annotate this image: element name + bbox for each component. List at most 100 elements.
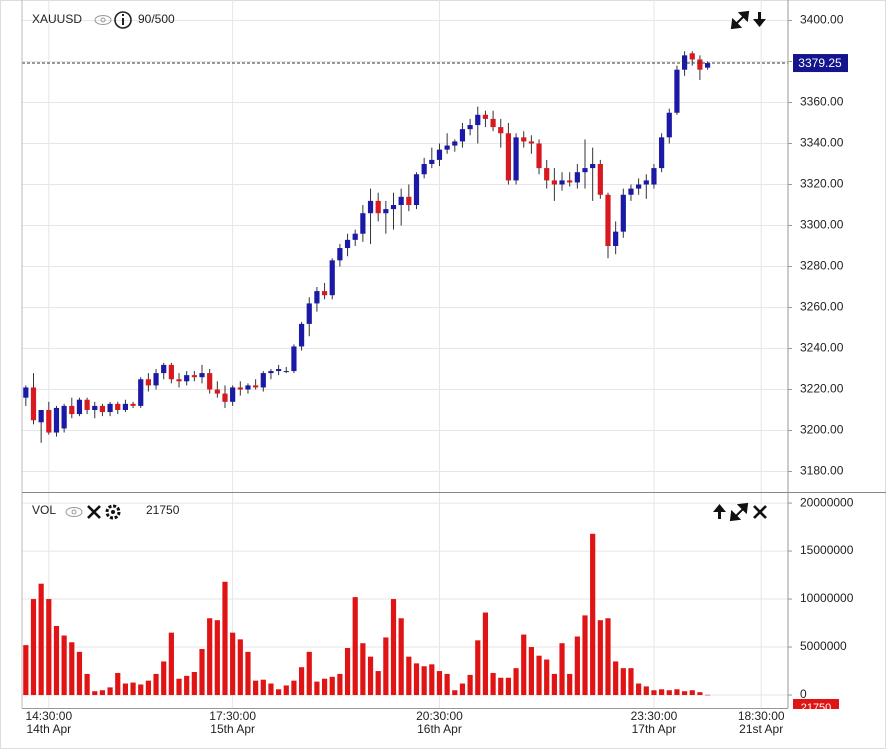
candle-body [467,125,473,130]
candle-body [551,180,557,185]
volume-bar [697,692,703,696]
volume-bar [574,636,580,696]
candle-body [536,143,542,169]
volume-bar [605,618,611,696]
volume-bar [53,625,60,696]
close-icon[interactable] [87,505,101,519]
candle-body [475,114,481,126]
volume-bar [413,663,420,696]
volume-bar [153,673,159,696]
volume-bar [130,682,136,696]
volume-bar [467,674,473,696]
candle-body [145,379,151,386]
volume-bar [559,643,565,696]
candle-body [521,137,527,142]
candle-body [84,399,90,410]
candle-body [321,291,328,296]
volume-bar [367,656,374,696]
candle-body [46,410,52,433]
volume-bar [184,675,190,696]
volume-current: 21750 [146,503,180,517]
candle-body [490,118,496,128]
volume-bar [521,634,527,696]
y-tick-label: 3260.00 [800,300,844,314]
candle-body [406,196,412,205]
candle-body [344,239,351,249]
candle-body [207,373,213,390]
last-price-label: 3379.25 [798,56,842,70]
volume-bar [76,651,83,696]
candle-body [704,63,711,68]
candle-body [153,373,159,386]
y-tick-label: 3200.00 [800,423,844,437]
volume-bar [482,612,489,696]
y-tick-label: 3360.00 [800,95,844,109]
candle-body [107,403,113,413]
last-volume-label: 21750 [801,702,832,714]
volume-bar [230,632,236,696]
candle-body [38,410,44,423]
volume-bar [643,686,649,696]
candle-body [130,403,136,406]
volume-bar [666,690,672,696]
candle-body [390,205,397,210]
candle-body [567,180,573,183]
candle-body [23,387,29,398]
candle-body [138,379,144,406]
move-down-icon[interactable] [753,12,766,27]
info-icon[interactable] [114,11,132,29]
y-tick-label: 3180.00 [800,464,844,478]
volume-bar [613,661,619,696]
eye-icon[interactable] [65,507,83,517]
candle-body [383,209,389,214]
y-tick-label: 3400.00 [800,13,844,27]
candle-body [628,188,634,195]
move-up-icon[interactable] [713,504,726,519]
candle-body [245,385,251,390]
volume-bar [176,678,182,696]
x-tick-label: 18:30:00 [738,709,785,723]
volume-bar [222,581,228,696]
volume-bar [337,673,343,696]
candle-body [76,399,83,415]
volume-bar [168,632,174,696]
close-icon[interactable] [753,505,767,519]
volume-bar [628,668,634,696]
x-date-label: 16th Apr [417,722,462,736]
volume-bar [567,673,573,696]
volume-bar [199,648,205,696]
volume-bar [306,651,312,696]
volume-bar [452,690,458,696]
candle-body [237,387,243,390]
x-tick-label: 17:30:00 [209,709,256,723]
volume-bar [107,687,113,696]
volume-bar [674,689,680,696]
candle-body [636,184,642,189]
candle-body [367,200,374,214]
volume-bar [23,645,29,696]
volume-bar [528,647,534,696]
settings-icon[interactable] [105,504,121,520]
volume-bar [551,673,557,696]
volume-bar [406,656,412,696]
expand-icon[interactable] [729,502,749,522]
y-tick-label: 0 [800,687,807,701]
volume-bar [459,683,466,696]
volume-bar [69,642,75,696]
candle-body [360,213,366,234]
eye-icon[interactable] [94,15,112,25]
candle-body [92,405,98,410]
candle-body [643,180,649,185]
candle-body [337,248,343,261]
candle-body [122,403,129,410]
candle-body [582,168,588,173]
candle-body [230,387,236,402]
volume-bar [61,635,67,696]
x-tick-label: 20:30:00 [416,709,463,723]
candle-body [161,364,167,374]
candle-body [681,55,688,70]
volume-bar [390,599,397,696]
expand-icon[interactable] [730,10,750,30]
